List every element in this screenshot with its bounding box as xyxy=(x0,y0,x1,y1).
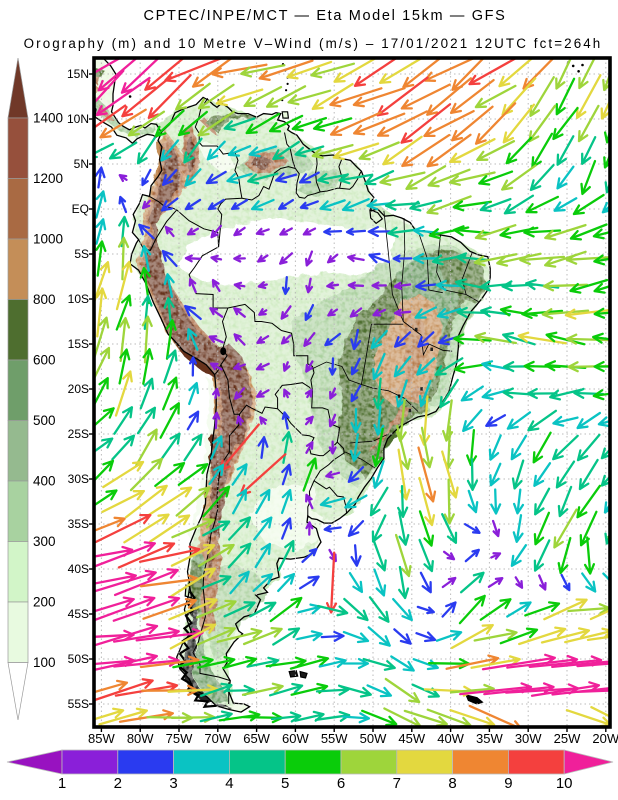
svg-text:55W: 55W xyxy=(321,731,348,746)
svg-text:35S: 35S xyxy=(68,517,89,531)
svg-text:200: 200 xyxy=(33,595,56,610)
svg-text:3: 3 xyxy=(169,775,177,792)
svg-text:400: 400 xyxy=(33,474,56,489)
svg-text:45S: 45S xyxy=(68,607,89,621)
svg-text:800: 800 xyxy=(33,292,56,307)
svg-text:85W: 85W xyxy=(88,731,115,746)
svg-text:15S: 15S xyxy=(68,337,89,351)
svg-text:500: 500 xyxy=(33,413,56,428)
svg-text:2: 2 xyxy=(114,775,122,792)
svg-text:6: 6 xyxy=(337,775,345,792)
svg-text:45W: 45W xyxy=(398,731,425,746)
svg-text:50W: 50W xyxy=(360,731,387,746)
svg-text:10S: 10S xyxy=(68,292,89,306)
svg-text:15N: 15N xyxy=(67,67,89,81)
svg-text:Orography (m) and 10 Metre V–W: Orography (m) and 10 Metre V–Wind (m/s) … xyxy=(24,36,603,51)
svg-text:100: 100 xyxy=(33,655,56,670)
svg-text:600: 600 xyxy=(33,353,56,368)
svg-text:8: 8 xyxy=(448,775,456,792)
svg-text:75W: 75W xyxy=(166,731,193,746)
svg-text:25S: 25S xyxy=(68,427,89,441)
svg-text:40W: 40W xyxy=(437,731,464,746)
svg-text:25W: 25W xyxy=(554,731,581,746)
svg-text:20S: 20S xyxy=(68,382,89,396)
svg-text:55S: 55S xyxy=(68,697,89,711)
svg-text:65W: 65W xyxy=(243,731,270,746)
svg-text:5N: 5N xyxy=(74,157,89,171)
svg-text:7: 7 xyxy=(393,775,401,792)
svg-text:10N: 10N xyxy=(67,112,89,126)
svg-text:1400: 1400 xyxy=(33,111,63,126)
svg-text:30S: 30S xyxy=(68,472,89,486)
svg-text:10: 10 xyxy=(556,775,573,792)
svg-text:5: 5 xyxy=(281,775,289,792)
svg-text:50S: 50S xyxy=(68,652,89,666)
svg-text:30W: 30W xyxy=(515,731,542,746)
svg-text:300: 300 xyxy=(33,534,56,549)
svg-text:60W: 60W xyxy=(282,731,309,746)
svg-text:5S: 5S xyxy=(74,247,89,261)
svg-text:40S: 40S xyxy=(68,562,89,576)
svg-text:35W: 35W xyxy=(476,731,503,746)
svg-text:CPTEC/INPE/MCT — Eta Model 15: CPTEC/INPE/MCT — Eta Model 15km — GFS xyxy=(144,8,507,24)
svg-text:20W: 20W xyxy=(592,731,618,746)
svg-text:EQ: EQ xyxy=(72,202,89,216)
svg-text:80W: 80W xyxy=(127,731,154,746)
svg-text:1000: 1000 xyxy=(33,232,63,247)
svg-text:4: 4 xyxy=(225,775,233,792)
svg-text:70W: 70W xyxy=(204,731,231,746)
svg-text:1: 1 xyxy=(58,775,66,792)
svg-text:1200: 1200 xyxy=(33,171,63,186)
svg-text:9: 9 xyxy=(504,775,512,792)
